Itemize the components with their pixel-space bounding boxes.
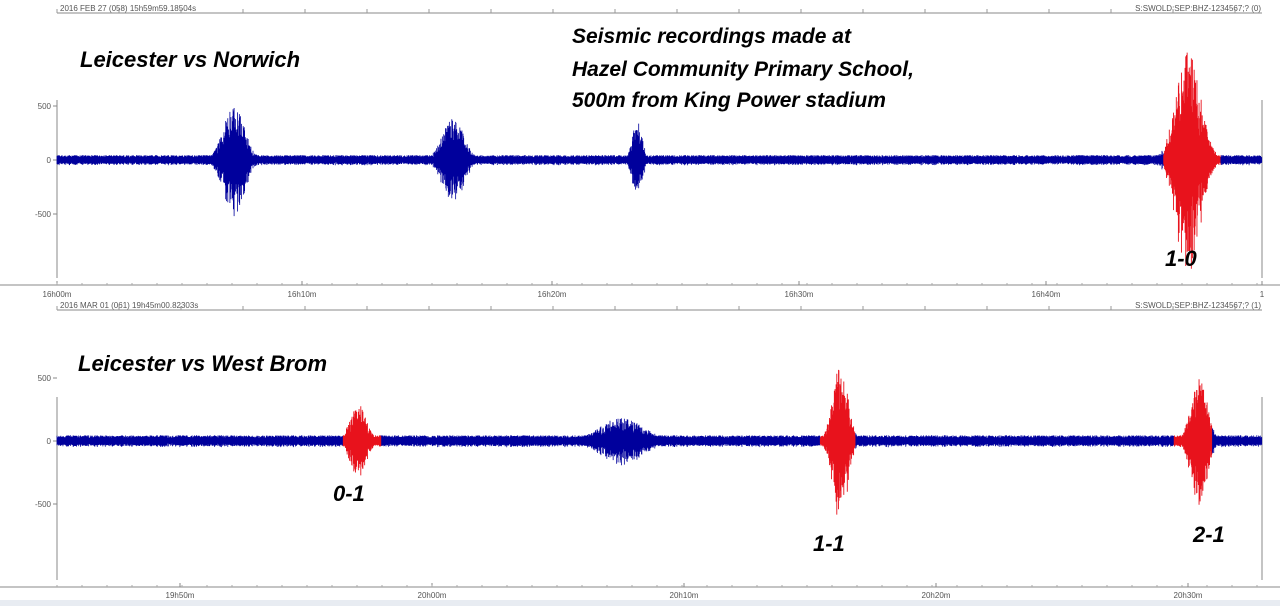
x-tick-label: 20h30m [1174, 591, 1203, 600]
y-tick-label: 500 [38, 374, 52, 383]
score-label: 0-1 [333, 481, 365, 506]
y-tick-label: 0 [47, 156, 52, 165]
panel-header-left: 2016 FEB 27 (058) 15h59m59.18504s [60, 4, 196, 13]
x-tick-label: 16h30m [785, 290, 814, 299]
score-label: 1-1 [813, 531, 845, 556]
waveform-trace [56, 108, 1263, 217]
goal-event-trace [1163, 52, 1221, 269]
waveform-trace [56, 418, 1263, 466]
window-status-strip [0, 600, 1280, 606]
annotation-line: Seismic recordings made at [572, 25, 852, 48]
panel-header-left: 2016 MAR 01 (061) 19h45m00.82303s [60, 301, 198, 310]
annotation-line: 500m from King Power stadium [572, 89, 886, 112]
seismogram-panel: 2016 MAR 01 (061) 19h45m00.82303s S:SWOLD… [0, 301, 1280, 600]
x-tick-label: 16h10m [288, 290, 317, 299]
x-tick-label: 19h50m [166, 591, 195, 600]
x-tick-label: 16h00m [43, 290, 72, 299]
annotation-line: Hazel Community Primary School, [572, 58, 914, 81]
y-tick-label: -500 [35, 500, 52, 509]
goal-event-trace [342, 369, 1213, 515]
x-tick-label: 20h10m [670, 591, 699, 600]
score-label: 1-0 [1165, 246, 1198, 271]
y-tick-label: 0 [47, 437, 52, 446]
x-tick-label: 1 [1260, 290, 1265, 299]
score-label: 2-1 [1192, 522, 1225, 547]
panel-title: Leicester vs West Brom [78, 351, 327, 376]
x-tick-label: 16h40m [1032, 290, 1061, 299]
x-tick-label: 16h20m [538, 290, 567, 299]
panel-header-right: S:SWOLD:SEP:BHZ-1234567;? (1) [1135, 301, 1261, 310]
panel-title: Leicester vs Norwich [80, 47, 300, 72]
x-tick-label: 20h20m [922, 591, 951, 600]
annotation-block: Seismic recordings made at Hazel Communi… [572, 25, 914, 112]
panel-header-right: S:SWOLD:SEP:BHZ-1234567;? (0) [1135, 4, 1261, 13]
seismogram-panel: 2016 FEB 27 (058) 15h59m59.18504s S:SWOLD… [0, 4, 1280, 299]
y-tick-label: 500 [38, 102, 52, 111]
y-tick-label: -500 [35, 210, 52, 219]
x-tick-label: 20h00m [418, 591, 447, 600]
